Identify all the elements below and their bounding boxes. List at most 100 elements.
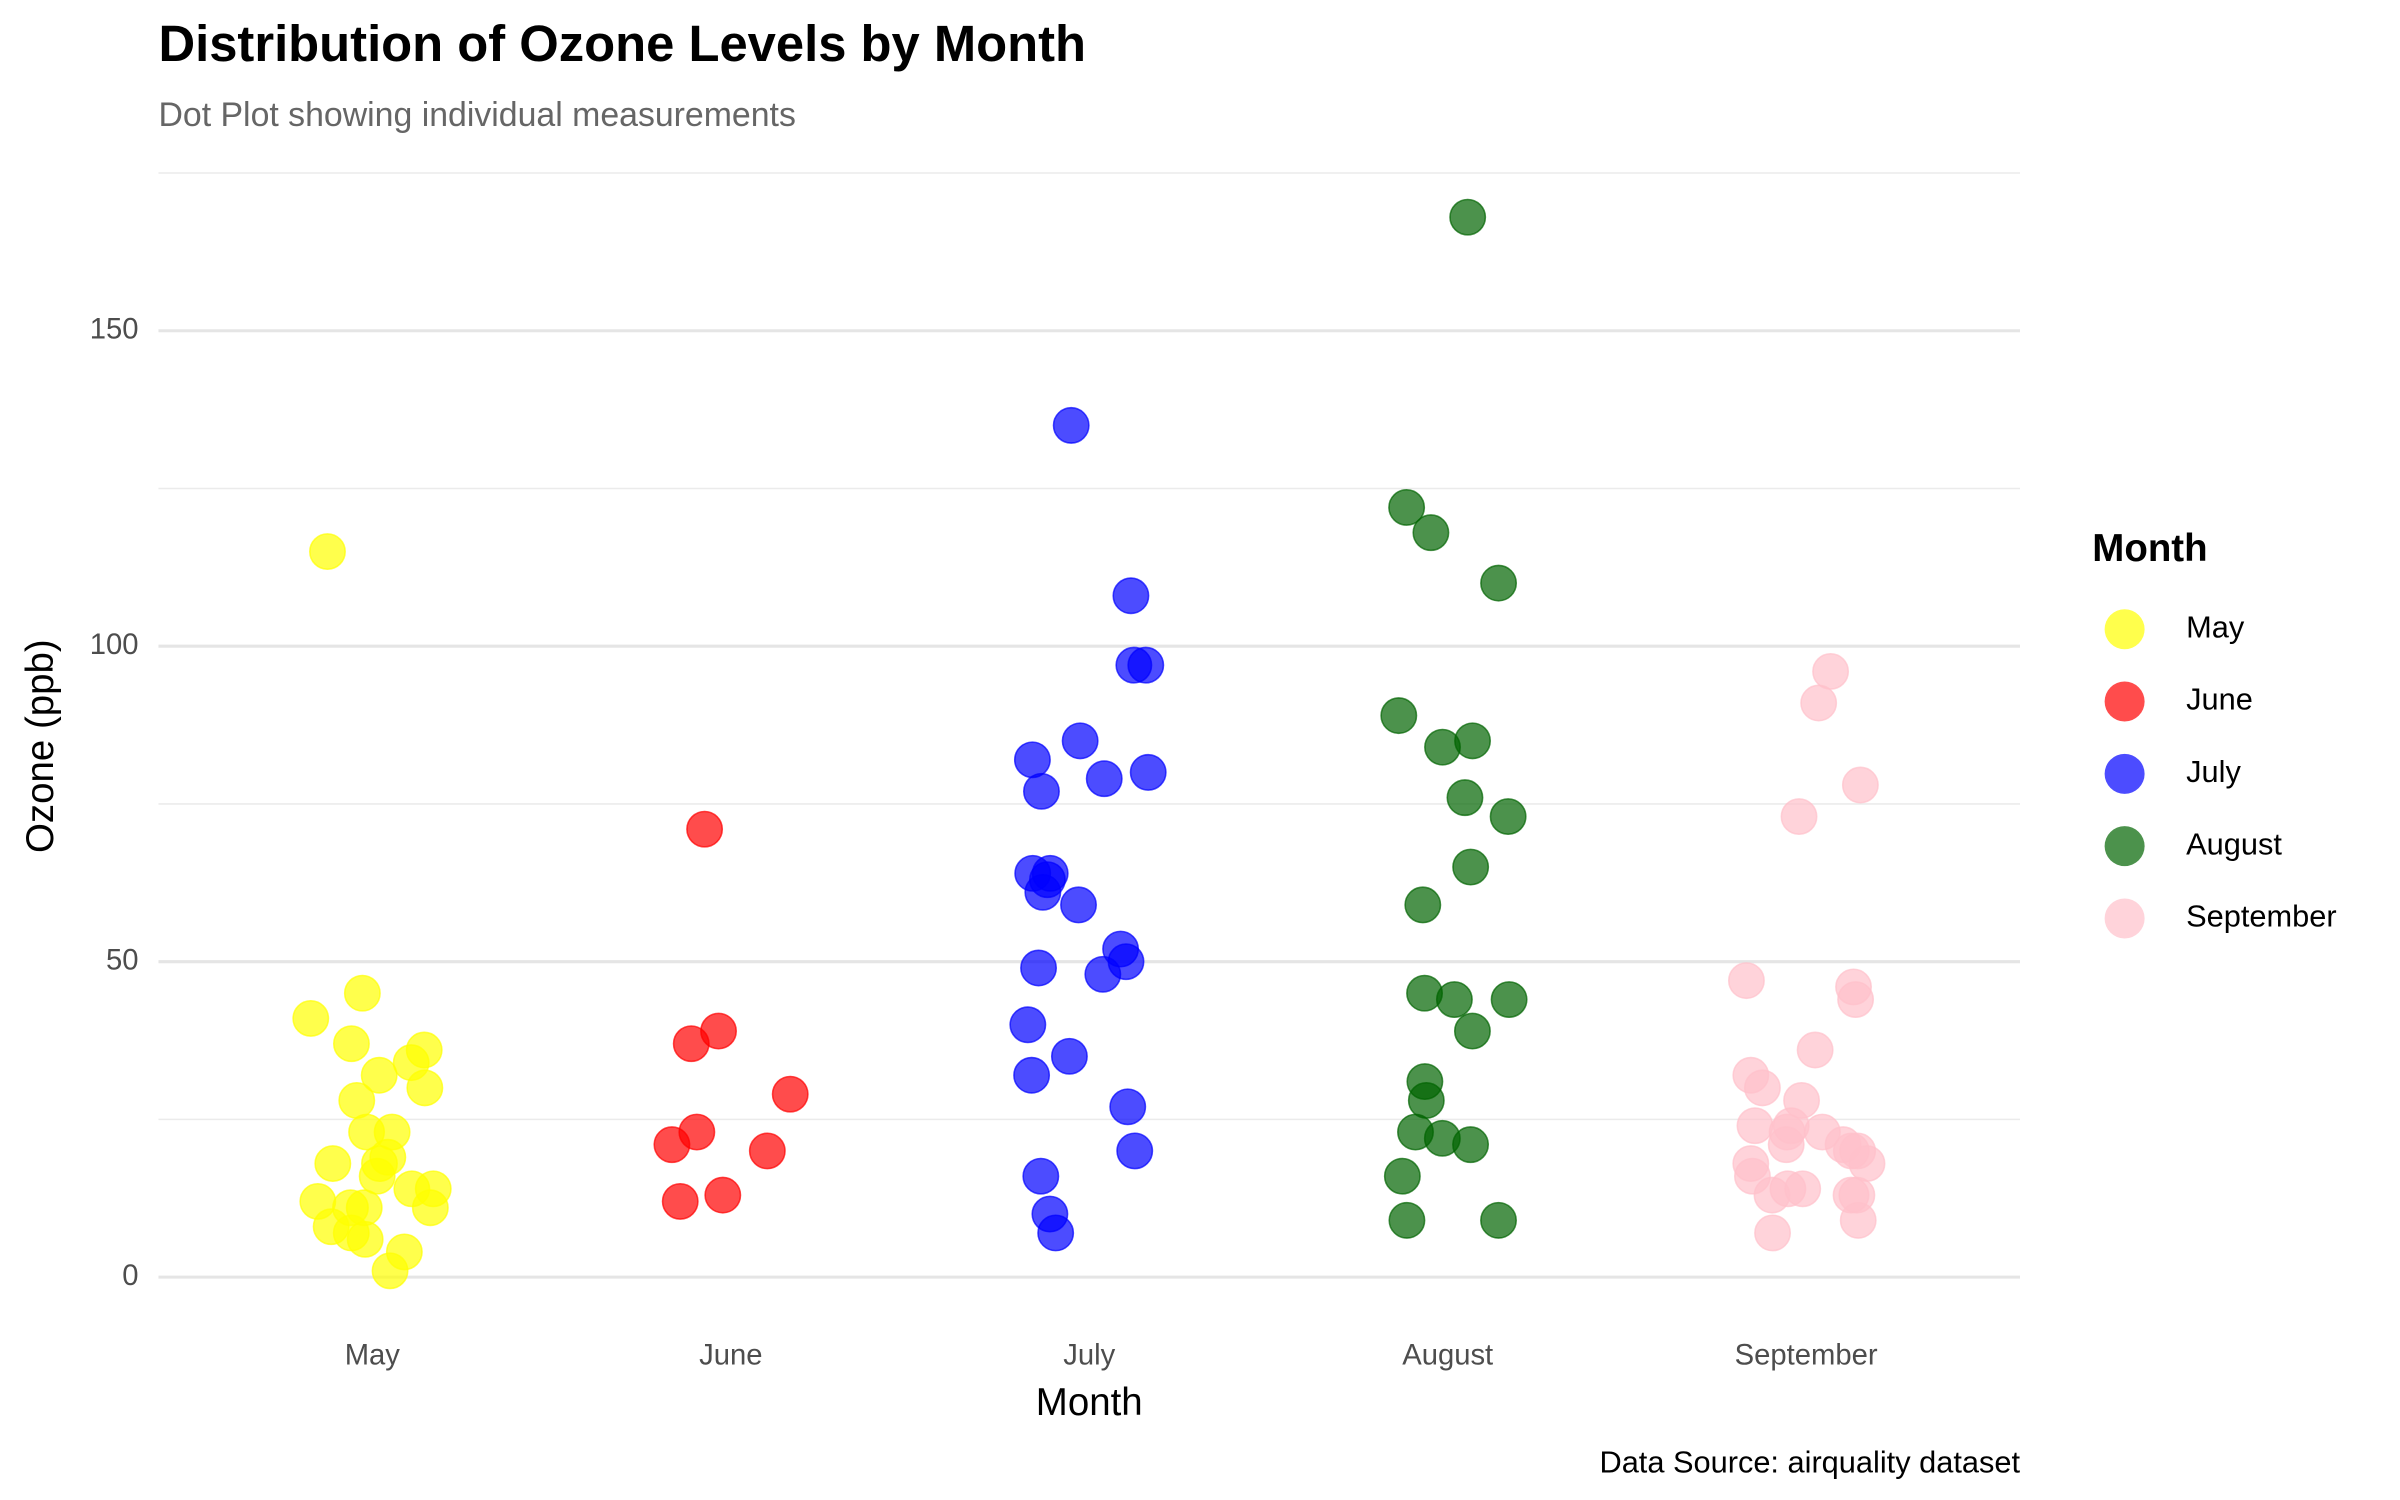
data-point xyxy=(1772,1107,1810,1145)
data-point xyxy=(1388,1201,1426,1239)
data-point xyxy=(771,1075,809,1113)
data-point xyxy=(1412,514,1450,552)
data-point xyxy=(1013,1056,1051,1094)
data-point xyxy=(704,1176,742,1214)
data-point xyxy=(1050,1037,1088,1075)
data-point xyxy=(1435,981,1473,1018)
data-point xyxy=(346,1220,384,1258)
data-point xyxy=(414,1170,452,1208)
data-point xyxy=(406,1069,444,1107)
legend-marker xyxy=(2104,826,2145,867)
data-point xyxy=(1052,406,1090,444)
x-tick-label: July xyxy=(1063,1340,1115,1372)
data-point xyxy=(332,1189,369,1227)
data-point xyxy=(1109,1088,1147,1126)
data-point xyxy=(1424,728,1461,766)
legend-label: September xyxy=(2186,899,2336,934)
data-point xyxy=(1743,1069,1781,1107)
data-point xyxy=(292,999,330,1037)
data-point xyxy=(1037,1214,1075,1252)
data-point xyxy=(1454,722,1492,760)
data-point xyxy=(358,1157,396,1195)
y-tick-label: 0 xyxy=(122,1260,138,1292)
data-point xyxy=(1406,974,1444,1012)
data-point xyxy=(1031,854,1069,892)
grid xyxy=(158,172,2020,1279)
data-point xyxy=(1060,886,1097,924)
data-point xyxy=(343,974,381,1012)
x-tick-label: May xyxy=(345,1340,401,1372)
data-point xyxy=(1784,1170,1822,1208)
legend-label: July xyxy=(2186,754,2241,789)
data-point xyxy=(1404,886,1442,924)
data-point xyxy=(1013,741,1051,779)
data-point xyxy=(1112,577,1150,615)
legend-label: August xyxy=(2186,826,2282,861)
legend-marker xyxy=(2104,898,2145,939)
data-point xyxy=(1780,798,1818,836)
data-point xyxy=(1841,766,1879,804)
legend-label: June xyxy=(2186,682,2253,717)
y-tick-label: 100 xyxy=(90,629,139,661)
x-tick-label: August xyxy=(1402,1340,1493,1372)
legend-title: Month xyxy=(2092,527,2207,570)
data-point xyxy=(1490,981,1528,1018)
data-point xyxy=(1061,722,1099,760)
data-point xyxy=(1452,848,1490,886)
data-point xyxy=(1022,1157,1060,1195)
legend-marker xyxy=(2104,753,2145,794)
x-tick-label: September xyxy=(1735,1340,1878,1372)
marks xyxy=(292,198,1886,1290)
chart-title: Distribution of Ozone Levels by Month xyxy=(158,15,1086,72)
data-point xyxy=(1107,943,1145,981)
data-point xyxy=(686,810,724,848)
data-point xyxy=(1023,772,1060,810)
data-point xyxy=(1736,1107,1774,1145)
data-point xyxy=(1407,1082,1445,1119)
data-point xyxy=(1754,1214,1792,1252)
data-point xyxy=(309,533,346,571)
data-point xyxy=(1480,1201,1517,1239)
chart-subtitle: Dot Plot showing individual measurements xyxy=(158,96,795,134)
y-axis-title: Ozone (ppb) xyxy=(19,639,62,853)
data-point xyxy=(1116,1132,1154,1170)
data-point xyxy=(672,1025,710,1063)
legend-label: May xyxy=(2186,609,2245,644)
data-point xyxy=(653,1126,691,1164)
data-point xyxy=(385,1233,423,1271)
data-point xyxy=(1020,949,1058,987)
data-point xyxy=(1446,779,1484,817)
data-point xyxy=(1127,646,1165,684)
x-tick-label: June xyxy=(699,1340,762,1372)
data-point xyxy=(1803,1113,1841,1151)
data-point xyxy=(1812,652,1850,690)
data-point xyxy=(1727,962,1765,1000)
data-point xyxy=(1832,1176,1870,1214)
data-point xyxy=(1383,1157,1421,1195)
y-tick-label: 50 xyxy=(106,944,139,976)
legend-marker xyxy=(2104,609,2145,650)
data-point xyxy=(1388,488,1426,526)
data-point xyxy=(1835,968,1873,1006)
data-point xyxy=(748,1132,786,1170)
data-point xyxy=(373,1113,411,1151)
data-point xyxy=(1129,753,1167,791)
caption: Data Source: airquality dataset xyxy=(1599,1445,2020,1480)
data-point xyxy=(1800,684,1838,722)
data-point xyxy=(1732,1145,1770,1183)
x-axis-title: Month xyxy=(1036,1381,1143,1424)
data-point xyxy=(1453,1012,1491,1050)
data-point xyxy=(1839,1132,1877,1170)
y-tick-label: 150 xyxy=(90,313,139,345)
data-point xyxy=(360,1056,398,1094)
data-point xyxy=(1085,760,1123,798)
data-point xyxy=(1480,564,1518,602)
legend-marker xyxy=(2104,681,2145,722)
data-point xyxy=(1380,697,1418,735)
data-point xyxy=(1009,1006,1047,1044)
data-point xyxy=(314,1145,352,1183)
data-point xyxy=(661,1182,699,1220)
data-point xyxy=(1489,798,1527,836)
